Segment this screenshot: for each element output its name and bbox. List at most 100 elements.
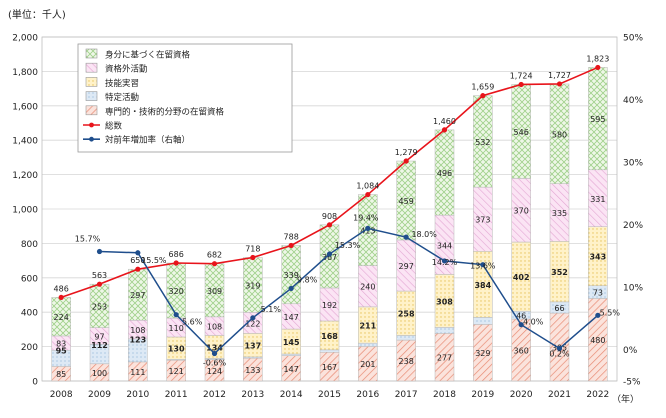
growth-value-label: 15.5% — [141, 256, 167, 265]
bar-value-label: 253 — [92, 302, 107, 311]
bar-value-label: 370 — [514, 207, 529, 216]
bar-value-label: 367 — [322, 253, 337, 262]
growth-point — [556, 345, 563, 352]
growth-value-label: 19.4% — [353, 213, 379, 222]
growth-value-label: -0.6% — [203, 358, 227, 367]
y-tick-label: 200 — [21, 343, 38, 353]
total-point — [96, 281, 103, 287]
x-tick-label: 2015 — [318, 390, 341, 400]
x-tick-label: 2021 — [548, 390, 571, 400]
x-tick-label: 2010 — [126, 390, 149, 400]
bar-value-label: 133 — [245, 366, 260, 375]
bar-value-label: 122 — [245, 319, 260, 328]
total-point — [595, 64, 601, 71]
legend-swatch — [85, 77, 98, 87]
bar-value-label: 546 — [514, 128, 529, 137]
y2-tick-label: 50% — [623, 34, 643, 44]
bar-value-label: 480 — [590, 336, 605, 345]
bar-value-label: 83 — [56, 340, 66, 349]
growth-value-label: 15.7% — [75, 235, 101, 244]
x-tick-label: 2009 — [88, 390, 111, 400]
total-point — [58, 294, 64, 301]
y-tick-label: 1,800 — [12, 68, 38, 78]
bar-value-label: 277 — [437, 354, 452, 363]
total-point — [211, 261, 218, 267]
y2-tick-label: 0% — [623, 346, 638, 356]
x-tick-label: 2018 — [433, 390, 456, 400]
bar-value-label: 413 — [360, 227, 375, 236]
bar-value-label: 331 — [590, 195, 605, 204]
y2-tick-label: 40% — [623, 96, 643, 106]
bar-value-label: 339 — [284, 271, 299, 280]
growth-value-label: 5.1% — [261, 305, 282, 314]
total-value-label: 1,659 — [471, 83, 494, 92]
bar-value-label: 459 — [399, 197, 414, 206]
growth-value-label: 5.6% — [182, 318, 203, 327]
legend-swatch — [85, 62, 98, 73]
growth-point — [211, 350, 218, 357]
bar-value-label: 329 — [475, 349, 490, 358]
y-tick-label: 1,400 — [12, 137, 38, 147]
total-value-label: 908 — [322, 212, 337, 221]
x-tick-label: 2014 — [280, 390, 303, 400]
bar-value-label: 192 — [322, 301, 337, 310]
bar-value-label: 201 — [360, 360, 375, 369]
x-unit-label: （年） — [612, 393, 639, 405]
bar-value-label: 97 — [94, 333, 104, 342]
growth-point — [403, 234, 409, 240]
bar-value-label: 110 — [169, 324, 184, 333]
bar-segment-designated — [473, 317, 493, 325]
x-tick-label: 2013 — [241, 390, 264, 400]
bar-value-label: 384 — [474, 281, 491, 290]
bar-value-label: 335 — [552, 209, 567, 218]
total-value-label: 1,724 — [510, 71, 533, 80]
bar-value-label: 344 — [437, 241, 452, 250]
bar-value-label: 258 — [398, 310, 415, 319]
growth-value-label: 15.3% — [335, 241, 361, 250]
growth-value-label: 13.6% — [470, 262, 496, 271]
legend-marker — [89, 122, 94, 128]
bar-value-label: 112 — [91, 341, 108, 350]
bar-value-label: 373 — [475, 216, 490, 225]
bar-value-label: 297 — [130, 291, 145, 300]
total-point — [403, 158, 409, 164]
y-tick-label: 2,000 — [12, 34, 38, 44]
total-point — [518, 81, 524, 88]
bar-value-label: 402 — [513, 273, 530, 282]
y-tick-label: 1,000 — [12, 206, 38, 216]
y-axis-right: -5% 0% 10% 20% 30% 40% 50% — [623, 34, 643, 388]
y2-tick-label: -5% — [623, 378, 641, 388]
growth-value-label: 0.2% — [549, 349, 570, 358]
bar-value-label: 85 — [56, 370, 66, 379]
y2-tick-label: 30% — [623, 159, 643, 169]
line-value-labels: 486 563 650 686 682 718 788 908 1,084 1,279 1,460 1… — [54, 54, 621, 367]
total-value-label: 682 — [207, 251, 222, 260]
legend: 身分に基づく在留資格資格外活動技能実習特定活動専門的・技術的分野の在留資格総数対… — [77, 43, 293, 153]
x-tick-label: 2008 — [50, 390, 73, 400]
x-tick-label: 2016 — [356, 390, 379, 400]
bar-value-label: 108 — [207, 323, 222, 332]
legend-label: 対前年増加率（右軸） — [105, 135, 190, 146]
y2-tick-label: 20% — [623, 221, 643, 231]
total-point — [250, 254, 256, 261]
bar-value-label: 580 — [552, 130, 567, 139]
legend-label: 総数 — [105, 121, 123, 132]
bar-value-label: 134 — [206, 343, 223, 352]
legend-box — [77, 43, 293, 153]
bar-value-label: 167 — [322, 363, 337, 372]
growth-value-label: 4.0% — [523, 318, 544, 327]
x-tick-label: 2022 — [586, 390, 609, 400]
bar-value-label: 168 — [321, 332, 338, 341]
bar-segment-designated — [434, 327, 455, 334]
bar-value-label: 145 — [283, 338, 300, 347]
growth-point — [326, 251, 333, 257]
bar-value-labels: 8595832241001129725311112310829712113011… — [54, 115, 607, 379]
growth-point — [250, 315, 256, 321]
total-point — [135, 266, 141, 272]
legend-swatch — [85, 105, 98, 116]
bar-segment-designated — [281, 353, 301, 356]
x-tick-label: 2019 — [471, 390, 494, 400]
y-tick-label: 1,200 — [12, 171, 38, 181]
